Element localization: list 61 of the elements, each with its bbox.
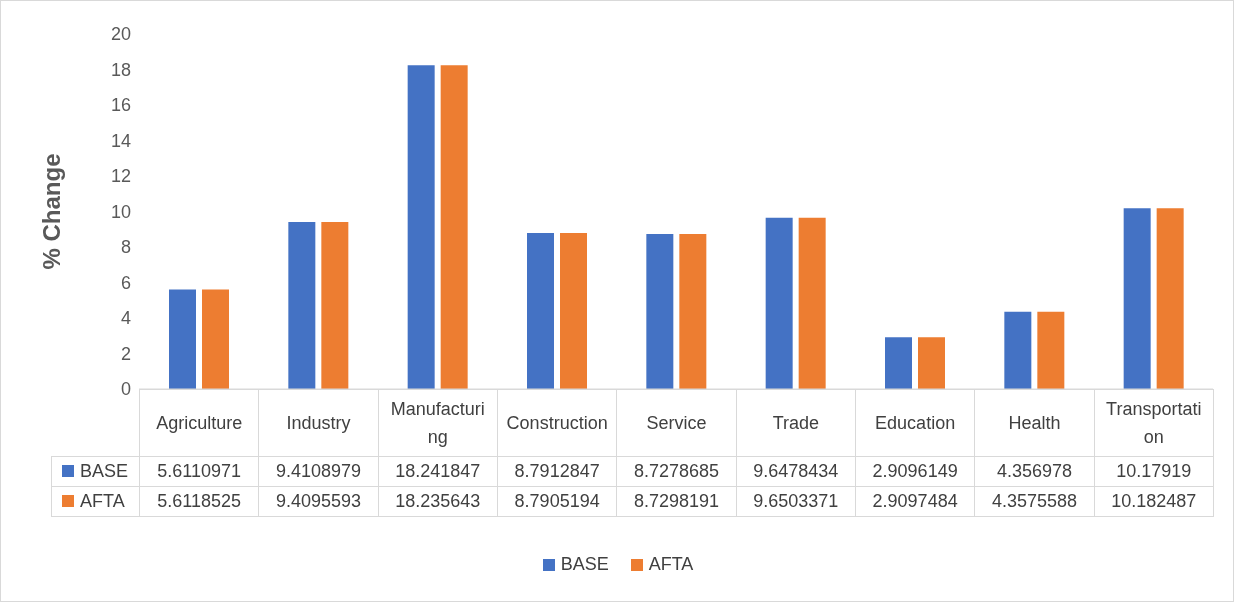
y-tick-label: 8 <box>120 237 131 258</box>
data-label: 8.7298191 <box>616 486 737 517</box>
y-tick-label: 18 <box>110 59 131 80</box>
bar <box>885 337 912 389</box>
y-tick-label: 0 <box>120 379 131 400</box>
text: AFTA <box>648 554 694 574</box>
x-tick-label: Trade <box>736 389 856 457</box>
bar <box>1037 311 1065 389</box>
data-label: 10.17919 <box>1094 456 1214 487</box>
x-tick-label: Transportation <box>1094 389 1214 457</box>
x-tick-label: Agriculture <box>139 389 259 457</box>
data-label: 8.7912847 <box>497 456 617 487</box>
y-tick-label: 2 <box>120 343 131 364</box>
text: BASE <box>560 554 609 574</box>
bar <box>918 337 945 389</box>
bar <box>288 221 316 389</box>
legend-label: BASE <box>80 461 129 481</box>
x-tick-label: Health <box>974 389 1095 457</box>
x-tick-label: Service <box>616 389 737 457</box>
data-label: 10.182487 <box>1094 486 1214 517</box>
y-axis-title: % Change <box>37 153 65 270</box>
x-tick-label: Construction <box>497 389 617 457</box>
y-tick-label: 20 <box>110 24 131 45</box>
data-label: 18.241847 <box>378 456 498 487</box>
bar <box>646 234 674 389</box>
data-label: 4.356978 <box>974 456 1095 487</box>
data-label: 8.7278685 <box>616 456 737 487</box>
bar <box>440 65 468 389</box>
data-label: 2.9096149 <box>855 456 975 487</box>
x-tick-label: Education <box>855 389 975 457</box>
data-label: 18.235643 <box>378 486 498 517</box>
data-label: 9.6503371 <box>736 486 856 517</box>
y-tick-label: 6 <box>120 272 131 293</box>
data-label: 5.6110971 <box>139 456 259 487</box>
y-tick-label: 14 <box>110 130 131 151</box>
bar <box>527 232 554 389</box>
bar <box>798 217 826 389</box>
y-tick-label: 12 <box>110 166 131 187</box>
y-tick-label: 4 <box>120 308 131 329</box>
bar <box>321 221 349 389</box>
data-label: 2.9097484 <box>855 486 975 517</box>
legend-label: AFTA <box>80 491 125 511</box>
bar <box>1123 208 1151 389</box>
bar <box>679 234 707 389</box>
data-label: 4.3575588 <box>974 486 1095 517</box>
x-tick-label: Manufacturing <box>378 389 498 457</box>
bar <box>560 232 587 389</box>
bar <box>169 289 196 389</box>
bar <box>1004 311 1032 389</box>
data-label: 5.6118525 <box>139 486 259 517</box>
bar <box>765 217 793 389</box>
data-label: 9.6478434 <box>736 456 856 487</box>
x-tick-label: Industry <box>258 389 379 457</box>
bar <box>407 65 435 389</box>
y-tick-label: 10 <box>110 201 131 222</box>
data-label: 9.4108979 <box>258 456 379 487</box>
y-tick-label: 16 <box>110 95 131 116</box>
data-label: 8.7905194 <box>497 486 617 517</box>
data-label: 9.4095593 <box>258 486 379 517</box>
bar <box>1156 208 1184 389</box>
bar <box>202 289 229 389</box>
